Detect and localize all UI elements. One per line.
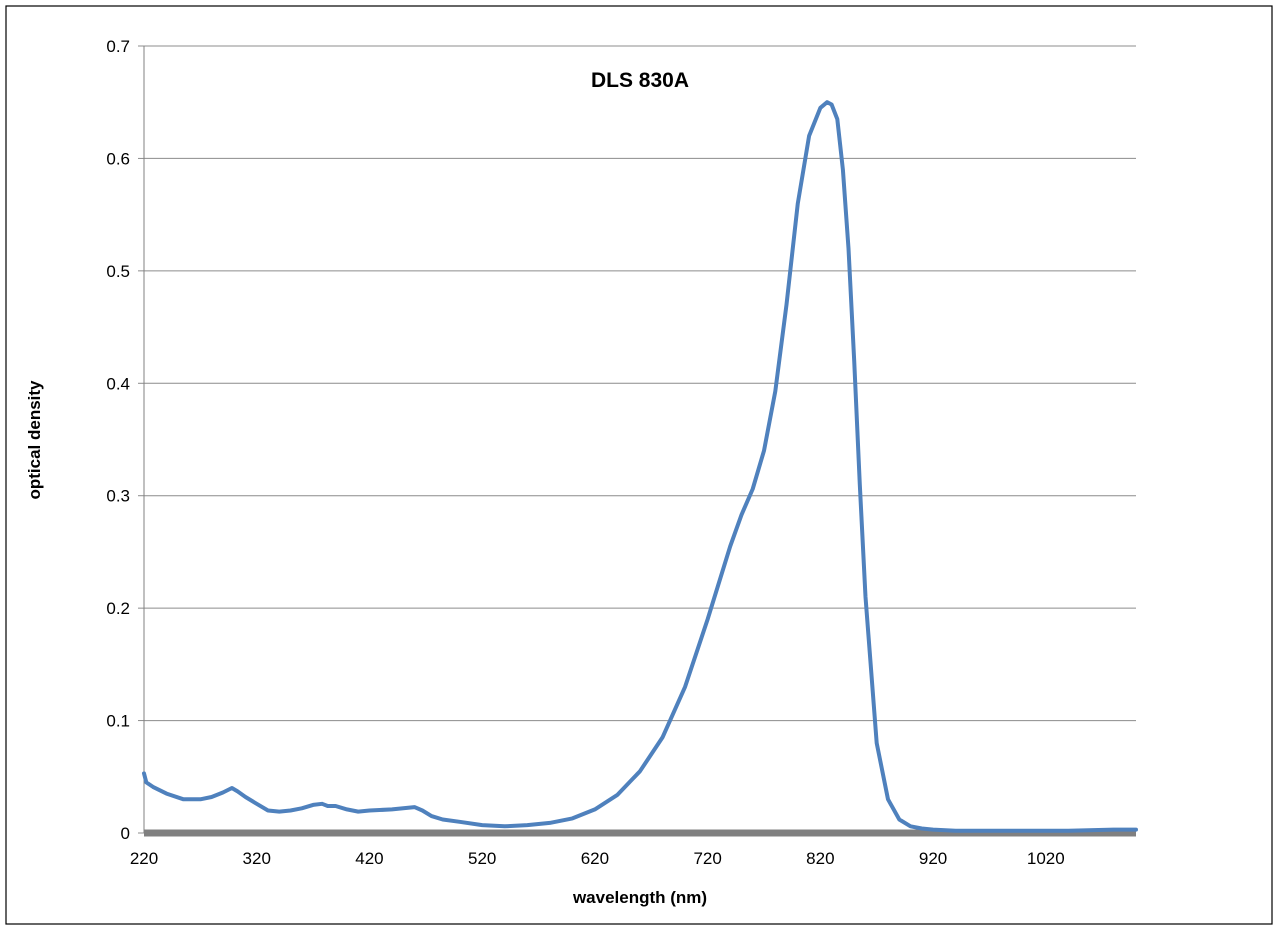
y-tick-label: 0.5 [106,262,130,281]
x-tick-label: 320 [243,849,271,868]
series-line-optical-density [142,100,1138,833]
y-tick-label: 0.6 [106,149,130,168]
x-tick-label: 720 [693,849,721,868]
y-tick-label: 0.7 [106,37,130,56]
chart-title: DLS 830A [591,69,689,92]
y-axis-title: optical density [25,380,44,500]
y-tick-label: 0.1 [106,712,130,731]
x-tick-labels: 220 320 420 520 620 720 820 920 1020 [130,849,1065,868]
y-tick-label: 0.3 [106,487,130,506]
x-axis-title: wavelength (nm) [572,888,707,907]
y-tick-label: 0.4 [106,374,130,393]
x-tick-label: 620 [581,849,609,868]
x-tick-label: 820 [806,849,834,868]
grid-lines [138,45,1136,834]
x-tick-label: 520 [468,849,496,868]
chart-border [5,5,1273,925]
x-tick-label: 420 [355,849,383,868]
x-tick-label: 1020 [1027,849,1065,868]
x-tick-label: 220 [130,849,158,868]
y-tick-labels: 0 0.1 0.2 0.3 0.4 0.5 0.6 0.7 [106,37,130,843]
y-tick-label: 0 [121,824,130,843]
y-tick-label: 0.2 [106,599,130,618]
x-tick-label: 920 [919,849,947,868]
